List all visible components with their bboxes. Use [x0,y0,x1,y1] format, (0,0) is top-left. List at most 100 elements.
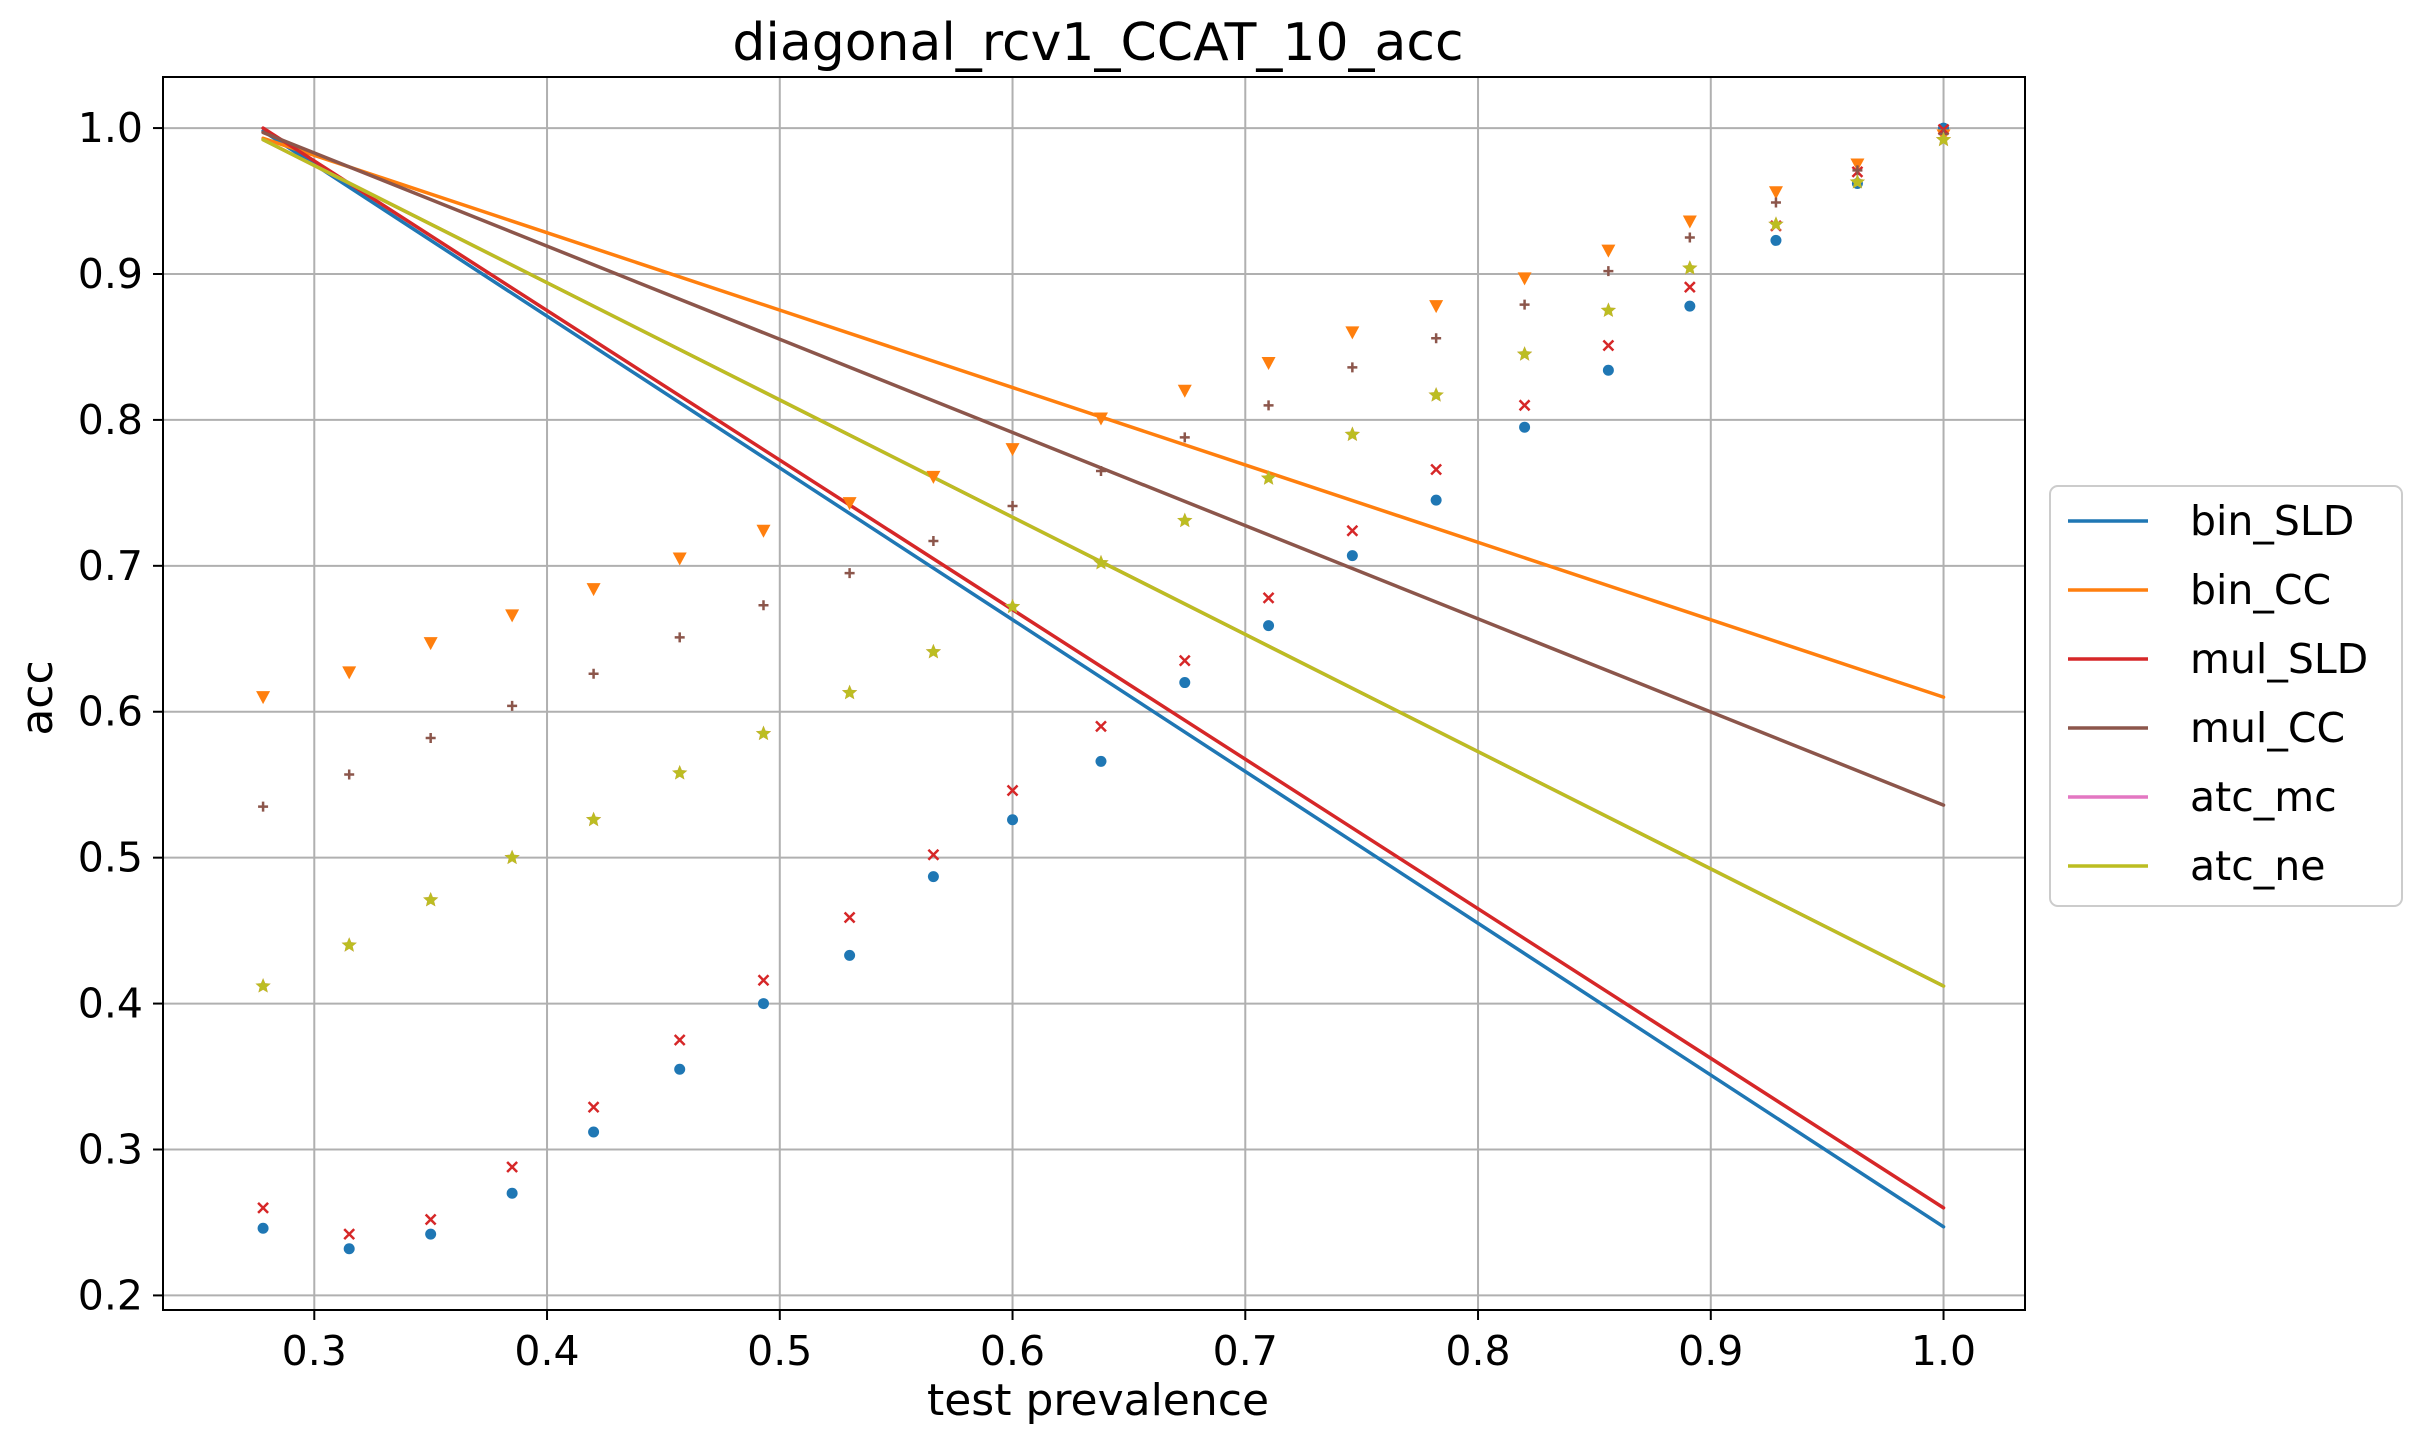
data-point-bin_CC [926,470,941,484]
data-point-bin_SLD [506,1187,518,1199]
data-point-mul_CC [1770,197,1781,208]
series-line-bin_SLD [261,129,1946,1229]
data-point-bin_CC [1345,326,1360,340]
data-point-bin_CC [1517,272,1532,286]
data-point-bin_CC [1768,186,1783,200]
data-point-bin_SLD [1346,550,1358,562]
data-point-mul_CC [507,700,518,711]
data-point-mul_CC [1007,500,1018,511]
data-point-mul_SLD [1095,720,1107,733]
legend-label-bin_SLD: bin_SLD [2190,497,2354,545]
data-point-bin_CC [1177,384,1192,398]
x-tick-label: 0.3 [282,1327,347,1375]
data-point-mul_CC [344,769,355,780]
data-point-mul_CC [1179,432,1190,443]
data-point-mul_SLD [843,911,856,924]
series-line-mul_CC [261,130,1946,807]
x-tick-label: 0.5 [747,1327,812,1375]
data-point-atc_ne [1600,302,1616,317]
data-point-atc_ne [1768,216,1784,231]
data-point-bin_SLD [1519,421,1531,433]
data-point-atc_ne [1004,598,1021,614]
data-point-mul_SLD [927,848,940,861]
data-point-bin_SLD [425,1228,437,1240]
data-point-bin_CC [1850,158,1865,172]
data-point-bin_CC [256,691,271,705]
data-point-bin_SLD [1770,234,1782,246]
data-point-mul_CC [1684,232,1695,243]
y-tick-label: 1.0 [78,104,143,152]
data-point-mul_CC [928,536,939,547]
data-point-bin_SLD [1095,755,1107,767]
data-point-atc_ne [586,811,602,827]
data-point-mul_SLD [1262,592,1275,604]
data-point-bin_SLD [1007,814,1019,826]
data-point-mul_SLD [343,1228,356,1241]
y-tick-label: 0.5 [78,834,143,882]
data-point-mul_CC [1852,165,1863,176]
data-point-atc_ne [1517,346,1533,361]
data-point-atc_ne [672,765,688,780]
data-point-mul_CC [758,600,769,611]
data-point-bin_SLD [844,949,856,961]
data-point-mul_CC [1603,266,1614,277]
data-point-mul_CC [674,632,685,643]
data-point-atc_ne [1261,470,1277,485]
plot-frame [162,76,2026,1311]
data-point-mul_CC [425,733,436,744]
data-point-bin_CC [1601,244,1616,258]
data-point-atc_ne [1093,554,1109,570]
data-point-mul_SLD [587,1101,600,1114]
data-point-mul_SLD [1178,654,1191,667]
data-point-bin_CC [1261,356,1276,370]
data-point-atc_ne [1935,131,1952,147]
data-point-bin_SLD [1430,494,1442,506]
data-point-mul_CC [844,568,855,579]
x-tick-label: 1.0 [1911,1327,1976,1375]
data-point-mul_SLD [1430,463,1443,476]
data-point-bin_SLD [257,1222,269,1234]
data-point-bin_CC [342,666,357,680]
data-point-bin_SLD [1684,300,1696,312]
legend: bin_SLD bin_CC mul_SLD mul_CC atc_mc atc_ne [2049,485,2403,907]
data-point-atc_ne [1682,260,1698,275]
data-point-mul_CC [588,668,599,679]
data-point-bin_CC [586,583,601,597]
y-tick-label: 0.2 [78,1271,143,1319]
data-point-bin_SLD [1179,677,1191,689]
data-point-bin_CC [842,497,857,511]
data-point-atc_ne [1177,512,1193,528]
data-point-mul_SLD [1518,399,1531,412]
chart-title: diagonal_rcv1_CCAT_10_acc [732,13,1463,73]
data-point-atc_ne [1428,387,1444,402]
data-point-bin_CC [1682,215,1697,229]
y-axis: 0.2 0.3 0.4 0.5 0.6 0.7 0.8 0.9 1.0 [78,104,163,1319]
data-point-mul_SLD [757,974,770,987]
y-axis-label: acc [12,660,63,735]
data-point-mul_SLD [506,1161,519,1173]
data-point-mul_CC [1431,333,1442,344]
data-point-bin_SLD [927,871,939,883]
x-tick-label: 0.4 [514,1327,579,1375]
data-point-bin_CC [1429,300,1444,314]
data-point-atc_ne [255,978,271,993]
y-tick-label: 0.7 [78,542,143,590]
y-tick-label: 0.8 [78,396,143,444]
data-point-atc_ne [842,684,858,700]
x-tick-label: 0.7 [1213,1327,1278,1375]
data-point-mul_CC [1263,400,1274,411]
x-tick-label: 0.9 [1678,1327,1743,1375]
data-point-atc_ne [423,892,439,907]
x-tick-label: 0.6 [980,1327,1045,1375]
x-axis-label: test prevalence [927,1375,1269,1426]
data-point-bin_SLD [1602,364,1614,376]
legend-label-mul_CC: mul_CC [2190,704,2345,752]
data-point-mul_SLD [1602,339,1615,352]
legend-label-bin_CC: bin_CC [2190,566,2331,614]
data-point-atc_ne [1849,174,1865,189]
x-tick-label: 0.8 [1445,1327,1510,1375]
y-tick-label: 0.6 [78,688,143,736]
y-tick-label: 0.4 [78,980,143,1028]
